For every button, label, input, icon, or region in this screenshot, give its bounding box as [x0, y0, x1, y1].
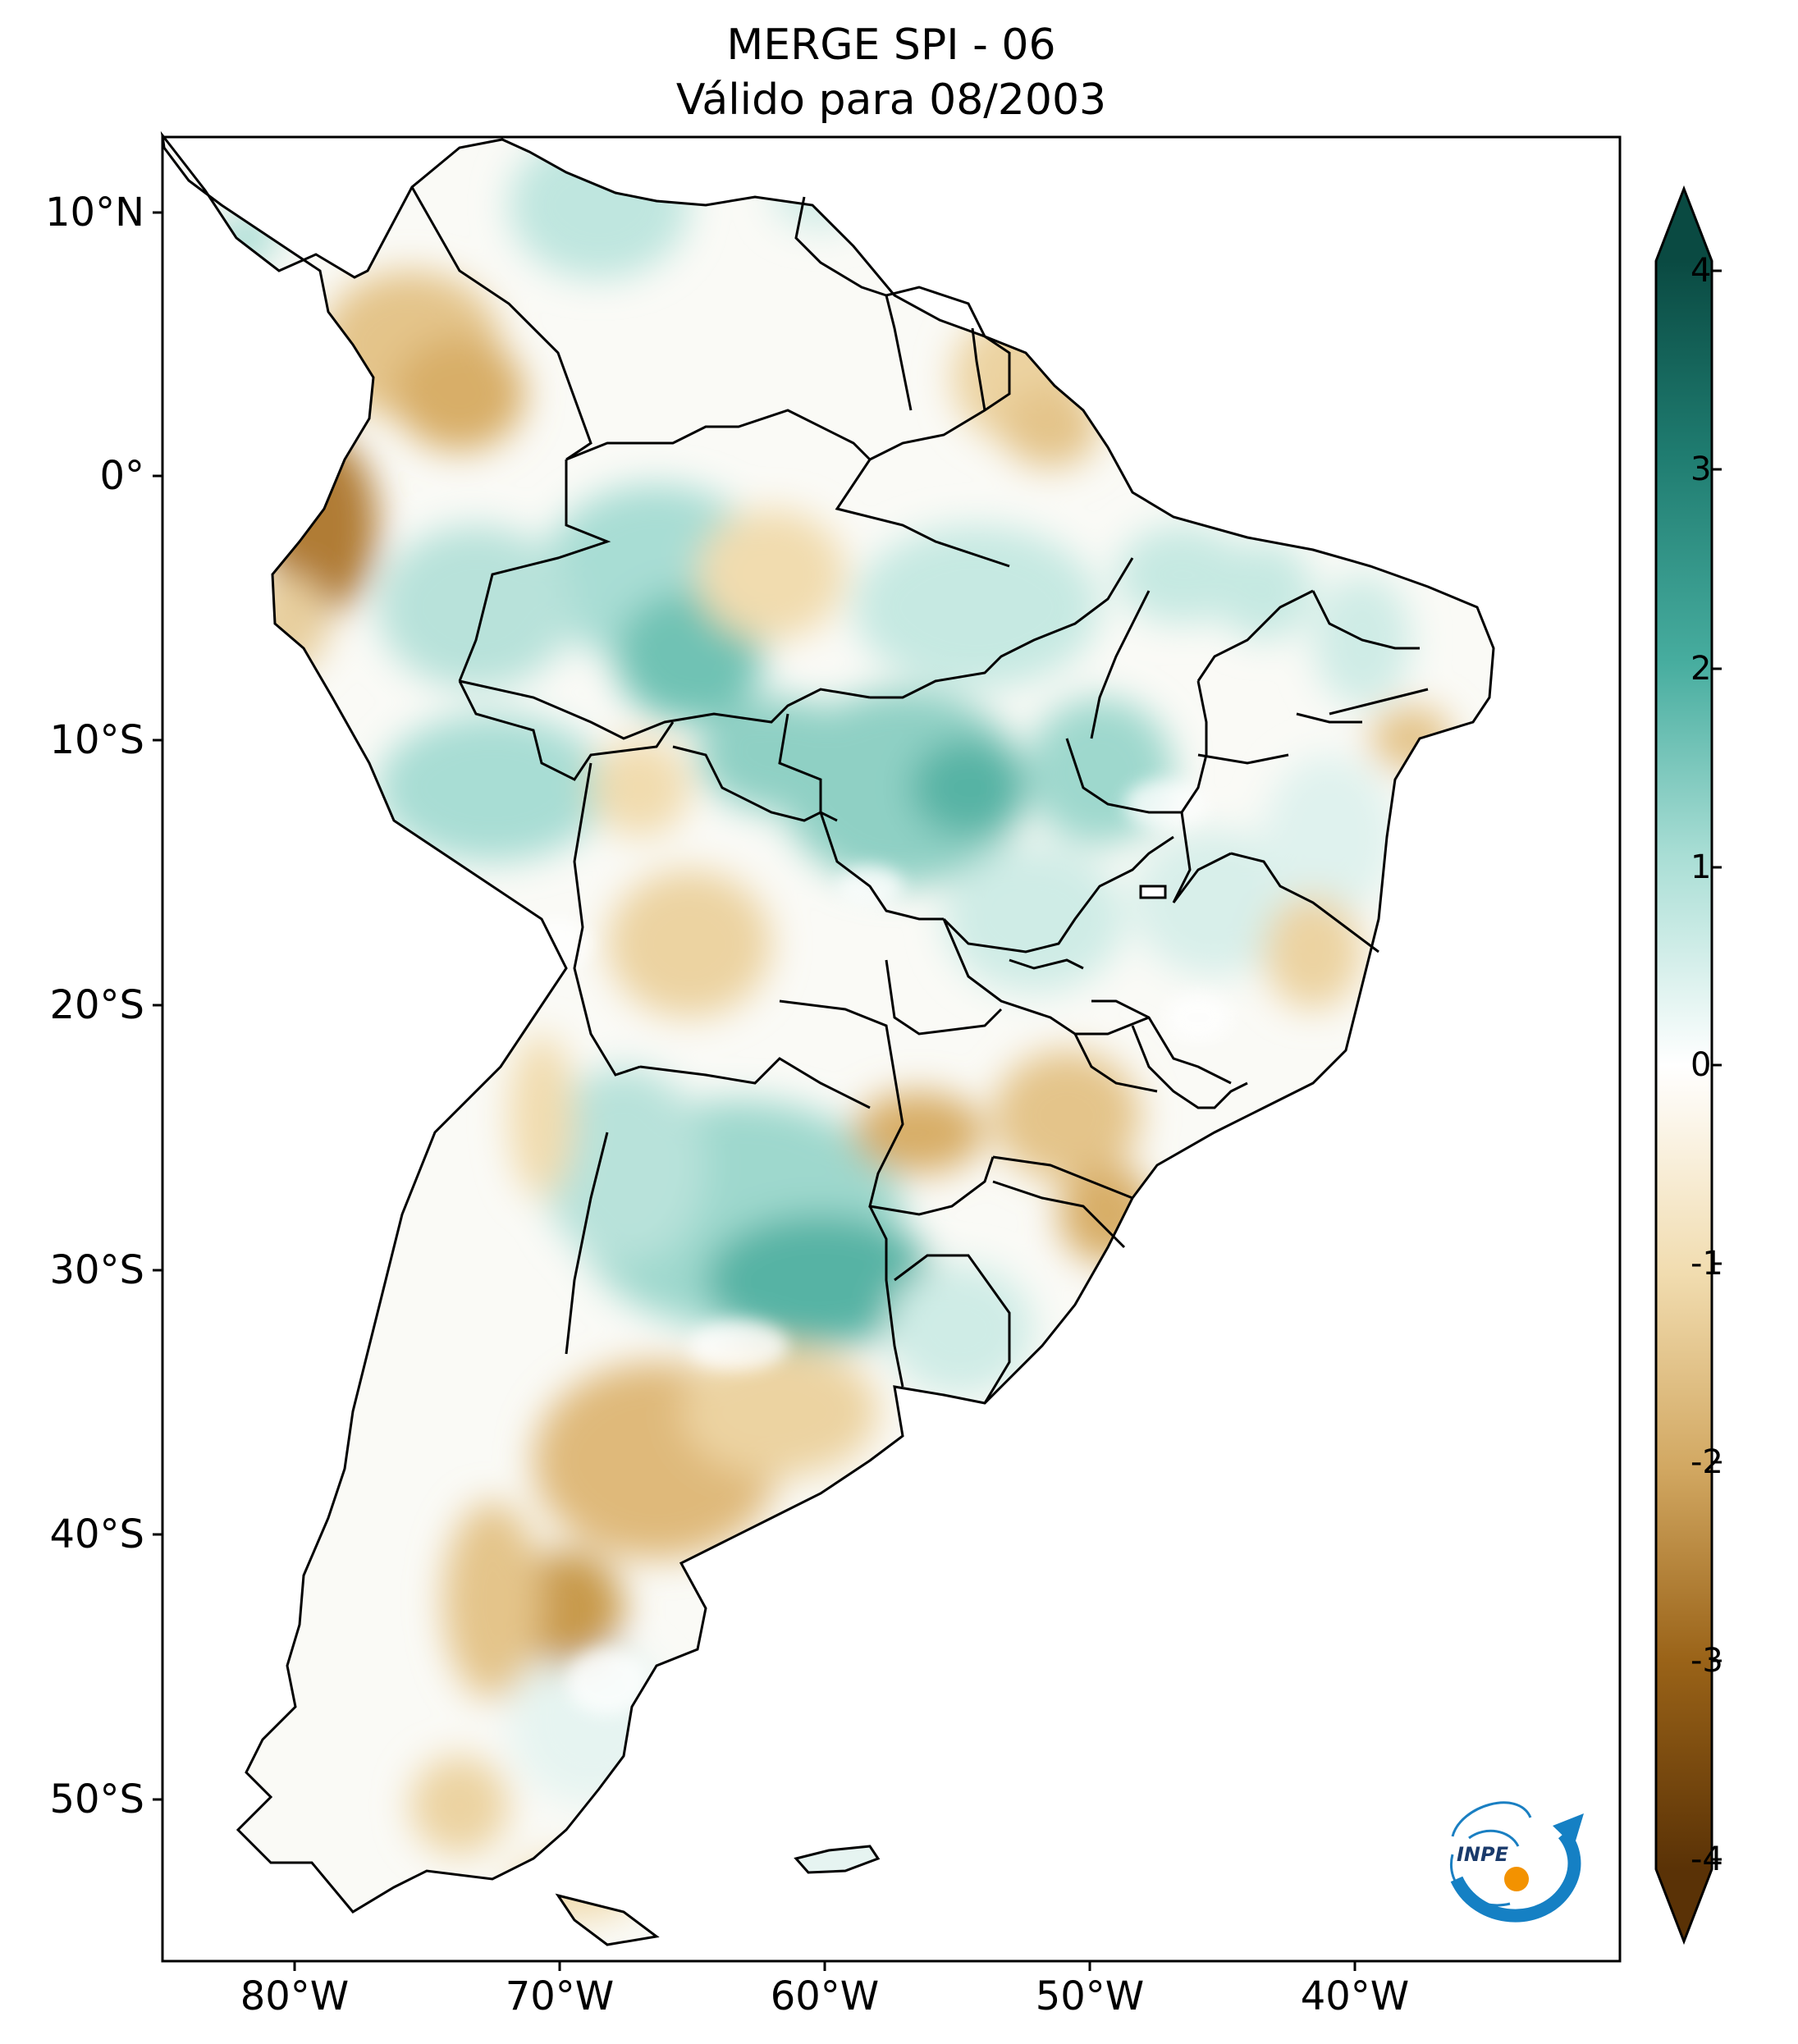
map-subtitle: Válido para 08/2003 — [675, 75, 1107, 125]
colorbar-bottom-triangle — [1656, 1869, 1712, 1941]
colorbar-label-2: 2 — [1690, 650, 1712, 688]
colorbar-outline — [1654, 185, 1713, 1946]
colorbar-label-m1: -1 — [1690, 1245, 1723, 1283]
borders — [410, 186, 1429, 1404]
y-tick-30s: 30°S — [49, 1247, 144, 1293]
x-tick-40w: 40°W — [1300, 1973, 1410, 2019]
svg-text:INPE: INPE — [1457, 1843, 1509, 1866]
colorbar-label-m2: -2 — [1690, 1443, 1723, 1481]
malvinas-outline — [794, 1845, 881, 1874]
inpe-logo-icon: INPE — [1450, 1801, 1584, 1923]
x-tick-70w: 70°W — [505, 1973, 615, 2019]
falkland-islands-outline — [555, 1893, 660, 1946]
colorbar-top-triangle — [1656, 189, 1712, 261]
y-tick-20s: 20°S — [49, 982, 144, 1028]
colorbar-label-0: 0 — [1690, 1046, 1712, 1084]
x-tick-80w: 80°W — [240, 1973, 350, 2019]
colorbar-label-3: 3 — [1690, 450, 1712, 488]
colorbar-label-m4: -4 — [1690, 1841, 1723, 1878]
x-tick-60w: 60°W — [770, 1973, 880, 2019]
y-tick-0: 0° — [99, 453, 144, 499]
lake-outline — [1139, 885, 1167, 899]
colorbar — [1654, 185, 1722, 1946]
y-tick-10n: 10°N — [45, 190, 144, 235]
y-tick-10s: 10°S — [49, 717, 144, 763]
map-title: MERGE SPI - 06 — [726, 21, 1056, 70]
map-frame — [161, 135, 1622, 1963]
x-tick-50w: 50°W — [1035, 1973, 1145, 2019]
colorbar-label-m3: -3 — [1690, 1642, 1723, 1680]
y-tick-50s: 50°S — [49, 1776, 144, 1822]
colorbar-gradient — [1656, 261, 1712, 1869]
y-tick-40s: 40°S — [49, 1511, 144, 1557]
colorbar-label-1: 1 — [1690, 848, 1712, 886]
colorbar-label-4: 4 — [1690, 252, 1712, 290]
axis-ticks — [153, 211, 1357, 1971]
